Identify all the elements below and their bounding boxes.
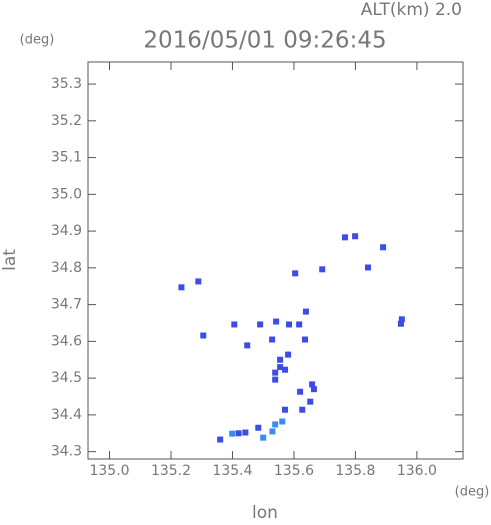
plot-frame (87, 61, 464, 460)
point (279, 418, 286, 425)
point (296, 321, 303, 328)
x-tick-label: 135.8 (335, 463, 375, 479)
point (242, 429, 249, 436)
y-tick-label: 34.5 (51, 370, 82, 386)
point (310, 386, 317, 393)
point (272, 369, 279, 376)
point (217, 436, 224, 443)
point (272, 376, 279, 383)
point (260, 434, 267, 441)
point (307, 398, 314, 405)
point (297, 388, 304, 395)
y-tick-label: 34.8 (51, 260, 82, 276)
y-tick-label: 34.4 (51, 407, 82, 423)
point (229, 430, 236, 437)
point (286, 321, 293, 328)
point (341, 234, 348, 241)
point (255, 424, 262, 431)
point (257, 321, 264, 328)
point (195, 278, 202, 285)
point (319, 266, 326, 273)
point (272, 421, 279, 428)
point (178, 284, 185, 291)
y-axis-label: lat (0, 249, 20, 271)
x-tick-label: 135.6 (274, 463, 314, 479)
y-tick-label: 35.1 (51, 150, 82, 166)
x-unit: (deg) (455, 485, 490, 500)
point (302, 308, 309, 315)
x-tick-label: 135.4 (212, 463, 252, 479)
y-tick-label: 35.0 (51, 186, 82, 202)
point (398, 316, 405, 323)
point (277, 364, 284, 371)
point (309, 381, 316, 388)
point (292, 270, 299, 277)
point (282, 366, 289, 373)
point (302, 336, 309, 343)
y-tick-label: 34.9 (51, 223, 82, 239)
point (397, 320, 404, 327)
x-tick-label: 136.0 (397, 463, 437, 479)
point (365, 264, 372, 271)
point (269, 336, 276, 343)
y-unit: (deg) (20, 33, 55, 48)
point (282, 406, 289, 413)
x-axis-label: lon (252, 503, 278, 521)
y-tick-label: 34.6 (51, 333, 82, 349)
point (380, 244, 387, 251)
chart-subtitle: ALT(km) 2.0 (361, 0, 462, 20)
point (244, 342, 251, 349)
point (269, 428, 276, 435)
point (200, 332, 207, 339)
x-tick-label: 135.2 (151, 463, 191, 479)
point (299, 406, 306, 413)
x-tick-label: 135.0 (89, 463, 129, 479)
y-tick-label: 34.3 (51, 444, 82, 460)
y-tick-label: 35.2 (51, 113, 82, 129)
point (352, 233, 359, 240)
point (285, 351, 292, 358)
point (231, 321, 238, 328)
y-tick-label: 35.3 (51, 76, 82, 92)
y-tick-label: 34.7 (51, 297, 82, 313)
point (235, 430, 242, 437)
chart-title: 2016/05/01 09:26:45 (143, 28, 386, 54)
point (273, 318, 280, 325)
point (277, 356, 284, 363)
